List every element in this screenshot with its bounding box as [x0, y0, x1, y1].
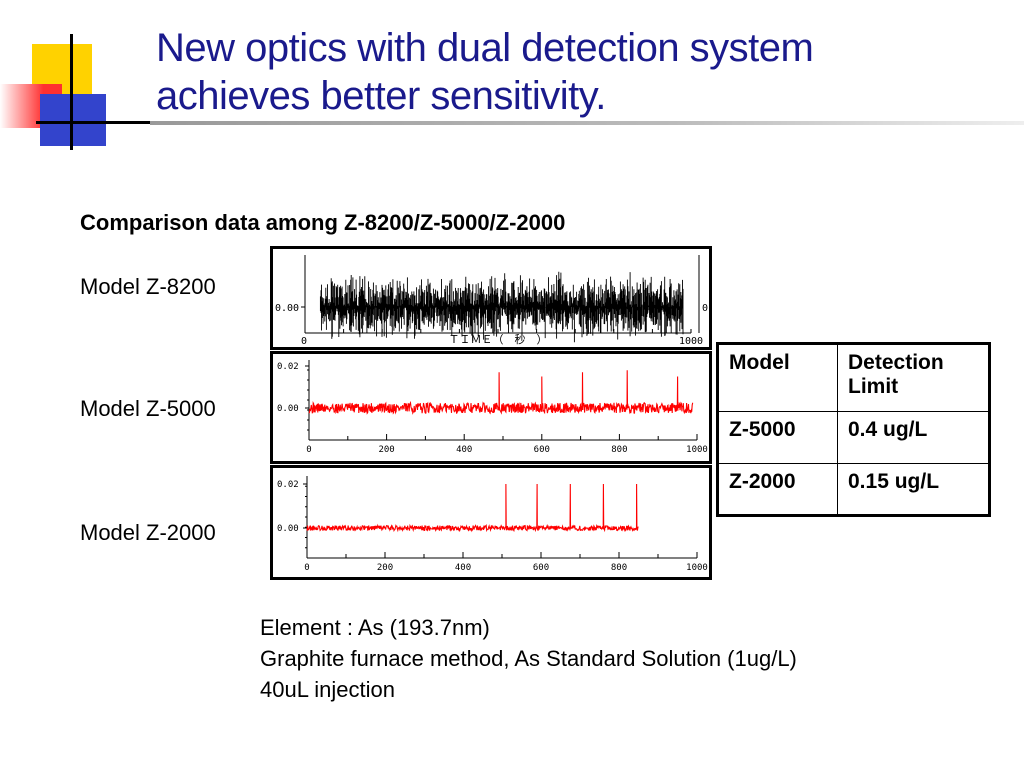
x-tick-label: 800	[611, 445, 627, 455]
right-tick-label: 0	[702, 303, 708, 314]
x-tick-label: 600	[534, 445, 550, 455]
x-tick-label: 0	[301, 336, 307, 347]
model-label-z5000: Model Z-5000	[80, 396, 216, 421]
experiment-notes: Element : As (193.7nm) Graphite furnace …	[260, 612, 797, 705]
x-tick-label: 400	[455, 563, 471, 573]
table-cell-model: Z-5000	[717, 411, 838, 464]
corner-decoration	[0, 0, 160, 150]
table-header-row: Model Detection Limit	[717, 343, 990, 412]
table-row: Z-2000 0.15 ug/L	[717, 463, 990, 516]
page-title: New optics with dual detection system ac…	[156, 26, 814, 118]
y-tick-label: 0.02	[277, 480, 299, 490]
model-label-z8200: Model Z-8200	[80, 274, 216, 299]
x-tick-label: 0	[304, 563, 309, 573]
comparison-subtitle: Comparison data among Z-8200/Z-5000/Z-20…	[80, 210, 566, 235]
table-cell-limit: 0.4 ug/L	[837, 411, 990, 464]
horizontal-rule	[36, 121, 160, 124]
y-tick-label: 0.02	[277, 362, 299, 372]
chart-panel-z8200: 0.00 0 0 1000 ＴＩＭＥ（ 秒 ）	[270, 246, 712, 350]
table-row: Z-5000 0.4 ug/L	[717, 411, 990, 464]
note-element: Element : As (193.7nm)	[260, 615, 490, 640]
y-tick-label: 0.00	[277, 404, 299, 414]
chart-z8200: 0.00 0 0 1000 ＴＩＭＥ（ 秒 ）	[275, 255, 708, 347]
signal-trace	[319, 271, 684, 343]
chart-z5000: 0.02 0.00 0 200 400 600 800 1000	[277, 360, 708, 455]
x-axis-label: ＴＩＭＥ（ 秒 ）	[449, 332, 548, 346]
signal-trace	[306, 483, 639, 533]
x-tick-label: 400	[456, 445, 472, 455]
model-label-z2000: Model Z-2000	[80, 520, 216, 545]
table-header-detection-limit: Detection Limit	[837, 343, 990, 412]
note-method: Graphite furnace method, As Standard Sol…	[260, 646, 797, 671]
x-tick-label: 1000	[686, 445, 708, 455]
table-cell-model: Z-2000	[717, 463, 838, 516]
blue-square	[40, 94, 106, 146]
note-injection: 40uL injection	[260, 677, 395, 702]
table-header-model: Model	[717, 343, 838, 412]
x-tick-label: 0	[306, 445, 311, 455]
vertical-rule	[70, 34, 73, 150]
y-tick-label: 0.00	[275, 303, 299, 314]
x-tick-label: 200	[378, 445, 394, 455]
chart-panel-z2000: 0.02 0.00 0 200 400 600 800 1000	[270, 465, 712, 580]
x-tick-label: 200	[377, 563, 393, 573]
x-tick-label: 800	[611, 563, 627, 573]
y-tick-label: 0.00	[277, 524, 299, 534]
title-underline	[150, 121, 1024, 125]
x-tick-label: 1000	[686, 563, 708, 573]
chart-panel-z5000: 0.02 0.00 0 200 400 600 800 1000	[270, 351, 712, 464]
table-cell-limit: 0.15 ug/L	[837, 463, 990, 516]
x-tick-label: 600	[533, 563, 549, 573]
detection-limit-table: Model Detection Limit Z-5000 0.4 ug/L Z-…	[716, 342, 991, 517]
chart-z2000: 0.02 0.00 0 200 400 600 800 1000	[277, 476, 708, 573]
x-tick-label: 1000	[679, 336, 703, 347]
signal-trace	[308, 370, 694, 415]
